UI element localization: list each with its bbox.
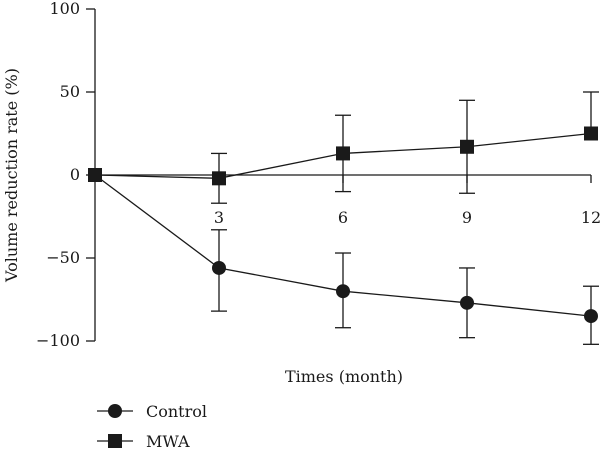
data-point-square [460,139,474,154]
data-point-square [212,171,226,186]
axes: −100 −50 0 50 100 3 6 9 12 [36,0,600,350]
y-axis-title: Volume reduction rate (%) [2,68,21,283]
data-point-circle [584,309,598,324]
legend-marker-circle [108,404,122,418]
y-tick-label: 100 [49,0,80,18]
x-tick-label: 6 [338,208,348,227]
series-layer [88,91,599,345]
x-tick-label: 12 [581,208,600,227]
data-point-square [584,126,598,141]
y-tick-label: −50 [46,248,80,267]
y-tick-label: −100 [36,331,80,350]
data-point-circle [336,284,350,299]
x-tick-label: 3 [214,208,224,227]
data-point-square [336,146,350,161]
legend: Control MWA [97,402,207,451]
y-tick-label: 0 [70,165,80,184]
x-axis-title: Times (month) [285,367,403,386]
data-point-circle [212,260,226,275]
legend-label: MWA [146,432,190,451]
y-tick-label: 50 [60,82,80,101]
x-tick-label: 9 [462,208,472,227]
legend-label: Control [146,402,207,421]
legend-marker-square [108,434,122,448]
legend-item-mwa: MWA [97,432,190,451]
series-mwa [88,91,599,204]
data-point-circle [460,295,474,310]
data-point-square [88,168,102,182]
legend-item-control: Control [97,402,207,421]
series-control [88,168,599,345]
